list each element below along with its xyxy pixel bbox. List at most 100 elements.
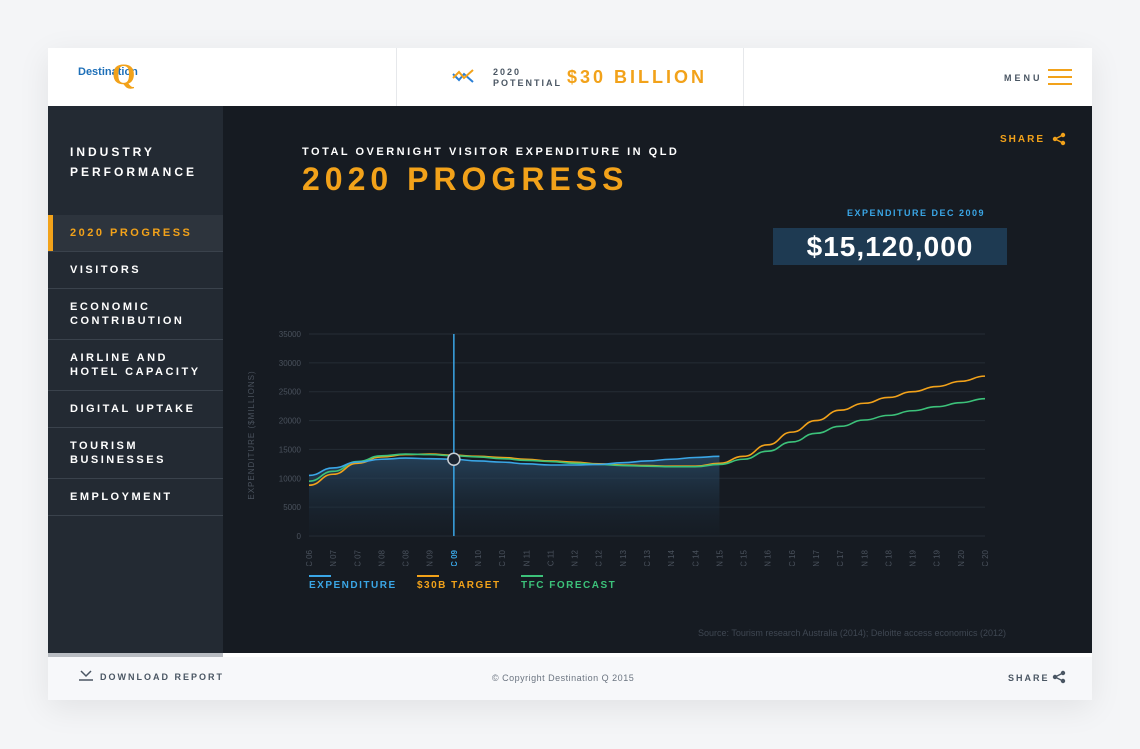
menu-label[interactable]: MENU: [1004, 73, 1043, 83]
x-tick-label: JUN 10: [474, 549, 483, 566]
x-tick-label: JUN 17: [812, 549, 821, 566]
x-tick-label: DEC 20: [981, 549, 990, 566]
y-tick-label: 5000: [283, 503, 301, 512]
download-label: DOWNLOAD REPORT: [100, 672, 224, 682]
x-tick-label: JUN 09: [426, 549, 435, 566]
highlight-point: [447, 452, 461, 466]
x-tick-label: DEC 10: [498, 549, 507, 566]
sidebar-item-label: EMPLOYMENT: [70, 491, 173, 503]
y-tick-label: 35000: [279, 330, 302, 339]
x-tick-label: DEC 08: [402, 549, 411, 566]
tooltip-value: $15,120,000: [773, 228, 1007, 265]
header-divider: [396, 48, 397, 106]
tooltip-label: EXPENDITURE DEC 2009: [846, 208, 985, 218]
sidebar-item-label: VISITORS: [70, 264, 142, 276]
footer-share-link[interactable]: SHARE: [1008, 673, 1050, 683]
sidebar-item-label: ECONOMIC CONTRIBUTION: [70, 301, 185, 327]
series-line-tfc-forecast: [308, 397, 986, 482]
destination-q-logo[interactable]: Destination Q: [78, 58, 138, 91]
x-tick-label: JUN 18: [860, 549, 869, 566]
sidebar-item-label: AIRLINE AND HOTEL CAPACITY: [70, 352, 201, 378]
trend-line-icon: [452, 69, 474, 83]
legend-forecast: TFC FORECAST: [521, 575, 617, 591]
sidebar-item-airline-hotel-capacity[interactable]: AIRLINE AND HOTEL CAPACITY: [48, 340, 223, 391]
sidebar-item-label: DIGITAL UPTAKE: [70, 403, 196, 415]
app-frame: Destination Q 2020 POTENTIAL $30 BILLION…: [48, 48, 1092, 700]
sidebar-nav: 2020 PROGRESS VISITORS ECONOMIC CONTRIBU…: [48, 215, 223, 516]
logo-q-letter: Q: [112, 58, 136, 91]
main-panel: SHARE TOTAL OVERNIGHT VISITOR EXPENDITUR…: [223, 106, 1092, 653]
x-tick-label: JUN 20: [957, 549, 966, 566]
header-divider: [743, 48, 744, 106]
x-tick-label: DEC 13: [643, 549, 652, 566]
legend-swatch: [521, 575, 543, 577]
page-title: 2020 PROGRESS: [302, 161, 629, 197]
y-axis-label: EXPENDITURE ($MILLIONS): [247, 370, 256, 499]
x-tick-label: JUN 13: [619, 549, 628, 566]
x-tick-label: DEC 12: [595, 549, 604, 566]
sidebar-bottom-bar: [48, 653, 223, 657]
sidebar-item-2020-progress[interactable]: 2020 PROGRESS: [48, 215, 223, 252]
logo-text: Destination: [78, 66, 138, 78]
x-tick-label: DEC 16: [788, 549, 797, 566]
x-tick-label: JUN 11: [522, 549, 531, 566]
legend-label: EXPENDITURE: [309, 580, 397, 591]
series-line-expenditure: [308, 455, 720, 477]
legend-target: $30B TARGET: [417, 575, 501, 591]
chart-subtitle: TOTAL OVERNIGHT VISITOR EXPENDITURE IN Q…: [302, 146, 680, 158]
x-tick-label: JUN 14: [667, 549, 676, 566]
x-tick-label: DEC 14: [691, 549, 700, 566]
x-tick-label: JUN 16: [764, 549, 773, 566]
x-tick-label: DEC 18: [884, 549, 893, 566]
hamburger-menu-icon[interactable]: [1048, 69, 1072, 85]
x-tick-label: JUN 08: [377, 549, 386, 566]
sidebar-item-employment[interactable]: EMPLOYMENT: [48, 479, 223, 516]
sidebar: INDUSTRY PERFORMANCE 2020 PROGRESS VISIT…: [48, 106, 223, 653]
sidebar-item-label: 2020 PROGRESS: [70, 227, 193, 239]
sidebar-item-economic-contribution[interactable]: ECONOMIC CONTRIBUTION: [48, 289, 223, 340]
potential-word: POTENTIAL: [493, 78, 562, 88]
sidebar-item-tourism-businesses[interactable]: TOURISM BUSINESSES: [48, 428, 223, 479]
legend-label: TFC FORECAST: [521, 580, 617, 591]
x-tick-label: DEC 09: [450, 549, 459, 566]
x-tick-label: DEC 06: [305, 549, 314, 566]
sidebar-title: INDUSTRY PERFORMANCE: [70, 142, 197, 182]
x-tick-label: JUN 19: [909, 549, 918, 566]
share-link[interactable]: SHARE: [1000, 134, 1046, 145]
y-tick-label: 0: [297, 532, 302, 541]
sidebar-title-line1: INDUSTRY: [70, 145, 155, 159]
x-tick-label: DEC 07: [353, 549, 362, 566]
sidebar-title-line2: PERFORMANCE: [70, 165, 198, 179]
x-tick-label: DEC 19: [933, 549, 942, 566]
sidebar-item-label: TOURISM BUSINESSES: [70, 440, 166, 466]
copyright-text: © Copyright Destination Q 2015: [492, 673, 635, 683]
y-tick-label: 30000: [279, 359, 302, 368]
y-tick-label: 10000: [279, 474, 302, 483]
x-tick-label: JUN 15: [715, 549, 724, 566]
x-tick-label: JUN 12: [571, 549, 580, 566]
expenditure-area: [309, 456, 720, 536]
potential-value: $30 BILLION: [567, 67, 708, 87]
legend-label: $30B TARGET: [417, 580, 501, 591]
download-icon: [79, 670, 93, 681]
sidebar-item-digital-uptake[interactable]: DIGITAL UPTAKE: [48, 391, 223, 428]
sidebar-item-visitors[interactable]: VISITORS: [48, 252, 223, 289]
share-icon[interactable]: [1052, 132, 1066, 146]
legend-swatch: [417, 575, 439, 577]
potential-year: 2020: [493, 67, 522, 77]
legend-expenditure: EXPENDITURE: [309, 575, 397, 591]
expenditure-line-chart[interactable]: 0 5000 10000 15000 20000 25000 30000 35000 EXPEN…: [223, 266, 1092, 566]
x-tick-label: DEC 15: [740, 549, 749, 566]
top-header: Destination Q 2020 POTENTIAL $30 BILLION…: [48, 48, 1092, 106]
potential-label: 2020 POTENTIAL: [493, 67, 562, 89]
share-icon[interactable]: [1052, 670, 1066, 684]
legend-swatch: [309, 575, 331, 577]
y-tick-label: 25000: [279, 388, 302, 397]
footer: DOWNLOAD REPORT © Copyright Destination …: [48, 657, 1092, 700]
x-tick-label: DEC 11: [546, 549, 555, 566]
y-tick-label: 20000: [279, 417, 302, 426]
source-note: Source: Tourism research Australia (2014…: [698, 628, 1006, 638]
download-report-button[interactable]: DOWNLOAD REPORT: [78, 670, 224, 682]
x-tick-label: JUN 07: [329, 549, 338, 566]
y-tick-label: 15000: [279, 445, 302, 454]
